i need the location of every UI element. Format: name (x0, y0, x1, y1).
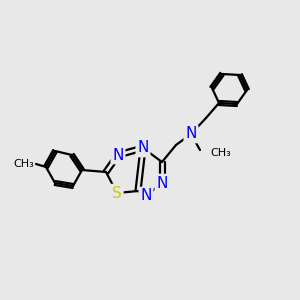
Text: CH₃: CH₃ (13, 159, 34, 169)
Text: N: N (156, 176, 168, 190)
Text: N: N (140, 188, 152, 203)
Text: N: N (112, 148, 124, 163)
Text: N: N (185, 127, 197, 142)
Text: CH₃: CH₃ (210, 148, 231, 158)
Text: S: S (112, 185, 122, 200)
Text: N: N (137, 140, 149, 155)
